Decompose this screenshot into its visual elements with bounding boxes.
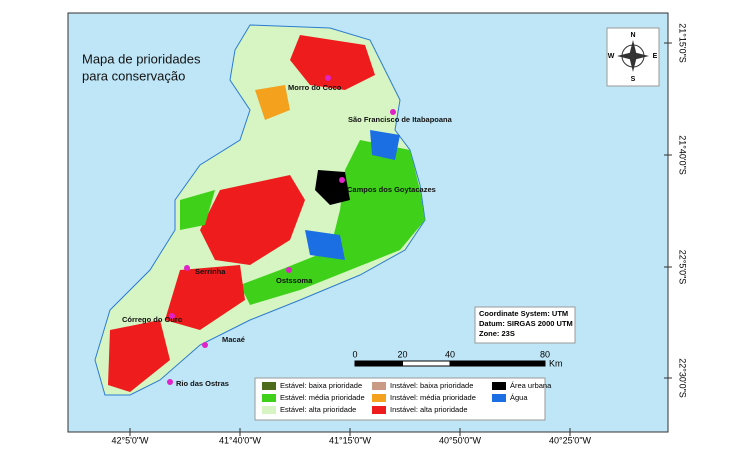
lon-label: 41°40'0"W	[219, 435, 262, 445]
legend-label: Instável: baixa prioridade	[390, 381, 473, 390]
patch-red	[290, 35, 375, 90]
patch-red	[200, 175, 305, 265]
town-marker	[184, 265, 190, 271]
patch-red	[165, 265, 245, 330]
scale-segment	[449, 360, 546, 367]
scale-segment	[354, 360, 403, 367]
town-label: Rio das Ostras	[176, 379, 229, 388]
scale-label: 0	[352, 349, 357, 359]
legend-swatch	[492, 394, 506, 402]
patch-green	[240, 140, 425, 305]
legend-swatch	[372, 394, 386, 402]
town-marker	[286, 267, 292, 273]
compass-rose	[617, 40, 649, 72]
lat-label: 21°40'0"S	[678, 135, 688, 175]
compass-s: S	[631, 76, 636, 83]
patch-orange	[255, 85, 290, 120]
town-label: Ostssoma	[276, 276, 313, 285]
legend-label: Estável: alta prioridade	[280, 405, 356, 414]
lat-label: 22°30'0"S	[678, 358, 688, 398]
town-label: São Francisco de Itabapoana	[348, 115, 453, 124]
scale-segment	[402, 360, 451, 367]
scale-unit: Km	[549, 358, 563, 368]
map-title: para conservação	[82, 68, 185, 83]
patch-green	[180, 190, 215, 230]
town-marker	[390, 109, 396, 115]
legend-label: Instável: alta prioridade	[390, 405, 468, 414]
lon-label: 40°25'0"W	[549, 435, 592, 445]
town-marker	[325, 75, 331, 81]
town-label: Macaé	[222, 335, 245, 344]
scale-label: 20	[397, 349, 407, 359]
patch-water	[370, 130, 400, 160]
lon-label: 40°50'0"W	[439, 435, 482, 445]
town-label: Serrinha	[195, 267, 226, 276]
town-marker	[202, 342, 208, 348]
patch-red	[108, 320, 170, 392]
compass-w: W	[608, 53, 615, 60]
town-label: Morro do Coco	[288, 83, 342, 92]
lon-label: 41°15'0"W	[329, 435, 372, 445]
legend-label: Área urbana	[510, 381, 552, 390]
town-marker	[339, 177, 345, 183]
info-line: Coordinate System: UTM	[479, 309, 568, 318]
legend-swatch	[372, 382, 386, 390]
town-label: Campos dos Goytacazes	[347, 185, 436, 194]
scale-label: 80	[540, 349, 550, 359]
info-box	[474, 306, 576, 344]
compass-n: N	[630, 32, 635, 39]
lat-label: 21°15'0"S	[678, 23, 688, 63]
lon-label: 42°5'0"W	[111, 435, 149, 445]
map-title: Mapa de prioridades	[82, 51, 201, 66]
town-marker	[167, 379, 173, 385]
legend-swatch	[262, 394, 276, 402]
lat-label: 22°5'0"S	[678, 250, 688, 285]
legend-label: Água	[510, 393, 528, 402]
legend-swatch	[262, 406, 276, 414]
info-line: Zone: 23S	[479, 329, 515, 338]
compass-e: E	[653, 53, 658, 60]
scale-label: 40	[445, 349, 455, 359]
legend-label: Instável: média prioridade	[390, 393, 476, 402]
town-marker	[169, 313, 175, 319]
legend-swatch	[492, 382, 506, 390]
legend-label: Estável: média prioridade	[280, 393, 365, 402]
town-label: Córrego do Ouro	[122, 315, 183, 324]
legend-swatch	[372, 406, 386, 414]
info-line: Datum: SIRGAS 2000 UTM	[479, 319, 573, 328]
legend-swatch	[262, 382, 276, 390]
patch-water	[305, 230, 345, 260]
legend-label: Estável: baixa prioridade	[280, 381, 362, 390]
